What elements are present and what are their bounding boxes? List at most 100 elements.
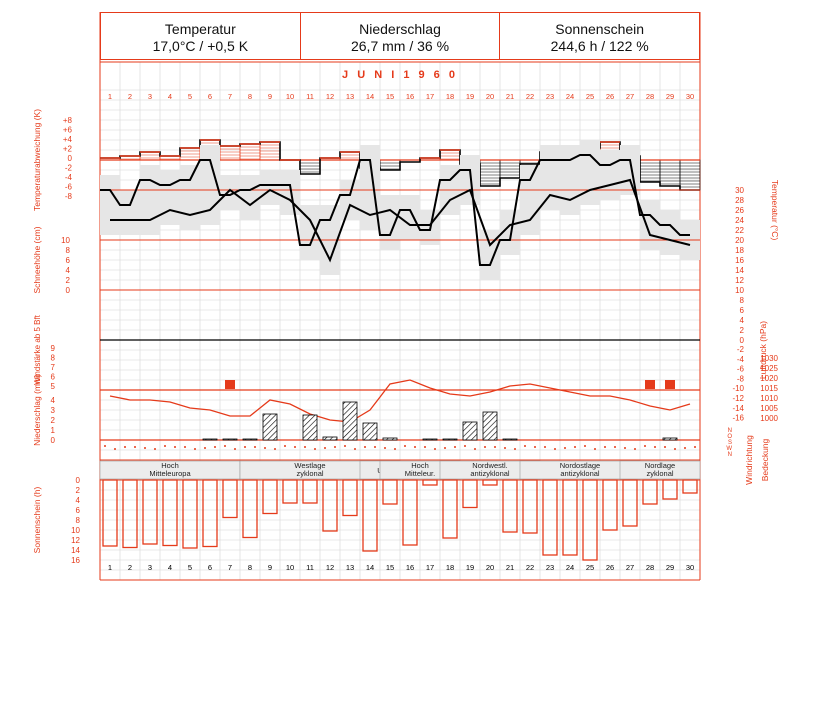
day-label-bottom: 21: [506, 563, 514, 572]
regime-label: antizyklonal: [560, 469, 600, 478]
temp-band: [440, 165, 460, 215]
day-label-top: 20: [486, 92, 494, 101]
day-label-bottom: 4: [168, 563, 172, 572]
anomaly-bar: [479, 159, 501, 187]
wind-tick: 5: [51, 382, 56, 391]
day-label-bottom: 7: [228, 563, 232, 572]
sunshine-tick: 6: [76, 506, 81, 515]
sunshine-bar: [562, 479, 578, 556]
day-label-top: 27: [626, 92, 634, 101]
anomaly-bar: [99, 157, 121, 161]
temp-band: [200, 145, 220, 225]
day-label-bottom: 27: [626, 563, 634, 572]
wind-direction-dot: [574, 446, 576, 448]
temp-band: [300, 205, 320, 260]
temperature-tick: 8: [740, 296, 745, 305]
sunshine-bar: [202, 479, 218, 548]
day-label-top: 14: [366, 92, 374, 101]
wind-direction-dot: [444, 447, 446, 449]
temperature-max-line: [100, 154, 690, 266]
precip-bar: [422, 438, 438, 441]
temperature-tick: 28: [735, 196, 744, 205]
wind-direction-tick: S: [728, 440, 732, 446]
wind-direction-tick: N: [728, 428, 732, 434]
temp-band: [560, 145, 580, 215]
anomaly-tick: +8: [63, 116, 73, 125]
day-label-bottom: 24: [566, 563, 574, 572]
anomaly-bar: [139, 151, 161, 161]
temperature-tick: 0: [740, 336, 745, 345]
day-label-top: 22: [526, 92, 534, 101]
regime-box: [239, 460, 381, 480]
wind-direction-dot: [464, 445, 466, 447]
snow-tick: 2: [66, 276, 71, 285]
wind-direction-dot: [604, 446, 606, 448]
day-label-bottom: 13: [346, 563, 354, 572]
sunshine-bar: [302, 479, 318, 504]
temp-band: [160, 170, 180, 225]
temperature-tick: 16: [735, 256, 744, 265]
wind-marker: [665, 380, 675, 389]
day-label-bottom: 16: [406, 563, 414, 572]
anomaly-tick: +4: [63, 135, 73, 144]
regime-label: Nordwestl.: [472, 461, 507, 470]
temp-band: [280, 170, 300, 215]
regime-label: zyklonal: [296, 469, 323, 478]
sunshine-summary: Sonnenschein 244,6 h / 122 %: [500, 13, 699, 59]
right-lower-tick: -12: [732, 394, 744, 403]
day-label-top: 1: [108, 92, 112, 101]
right-lower-tick: -8: [737, 374, 745, 383]
cloud-axis-label: Bedeckung: [760, 438, 770, 481]
day-label-top: 29: [666, 92, 674, 101]
anomaly-tick: +2: [63, 145, 73, 154]
sunshine-bar: [382, 479, 398, 505]
day-label-top: 19: [466, 92, 474, 101]
temp-band: [100, 175, 120, 235]
wind-direction-dot: [644, 445, 646, 447]
precip-tick: 4: [51, 396, 56, 405]
temperature-summary-value: 17,0°C / +0,5 K: [152, 38, 249, 54]
temp-band: [400, 195, 420, 240]
precip-bar: [662, 437, 678, 441]
sunshine-bar: [242, 479, 258, 539]
precipitation-summary-label: Niederschlag: [359, 21, 441, 37]
temp-band: [420, 210, 440, 245]
pressure-line: [109, 379, 691, 423]
wind-direction-dot: [534, 446, 536, 448]
sunshine-bar: [542, 479, 558, 556]
wind-direction-dot: [414, 446, 416, 448]
wind-direction-dot: [474, 448, 476, 450]
day-label-bottom: 14: [366, 563, 374, 572]
regime-label: Mitteleur.: [405, 469, 435, 478]
sunshine-bar: [422, 479, 438, 486]
wind-direction-dot: [624, 447, 626, 449]
precip-tick: 2: [51, 416, 56, 425]
wind-direction-dot: [214, 446, 216, 448]
precip-bar: [482, 411, 498, 441]
sunshine-tick: 16: [71, 556, 80, 565]
temperature-axis-label: Temperatur (°C): [770, 180, 780, 241]
precip-tick: 0: [51, 436, 56, 445]
temp-band: [520, 165, 540, 235]
sunshine-bar: [602, 479, 618, 531]
wind-direction-dot: [614, 446, 616, 448]
wind-direction-dot: [454, 446, 456, 448]
wind-direction-dot: [634, 448, 636, 450]
wind-direction-dot: [264, 447, 266, 449]
anomaly-bar: [239, 143, 261, 161]
regime-box: [439, 460, 541, 480]
sunshine-tick: 2: [76, 486, 81, 495]
sunshine-bar: [102, 479, 118, 547]
wind-direction-dot: [364, 446, 366, 448]
wind-direction-dot: [544, 446, 546, 448]
sunshine-tick: 4: [76, 496, 81, 505]
sunshine-bar: [462, 479, 478, 509]
regime-label: Nordlage: [645, 461, 675, 470]
anomaly-bar: [599, 141, 621, 161]
pressure-tick: 1010: [760, 394, 778, 403]
regime-box: [379, 460, 461, 480]
temp-band: [680, 220, 700, 260]
wind-direction-dot: [194, 448, 196, 450]
day-label-bottom: 17: [426, 563, 434, 572]
anomaly-tick: 0: [68, 154, 73, 163]
